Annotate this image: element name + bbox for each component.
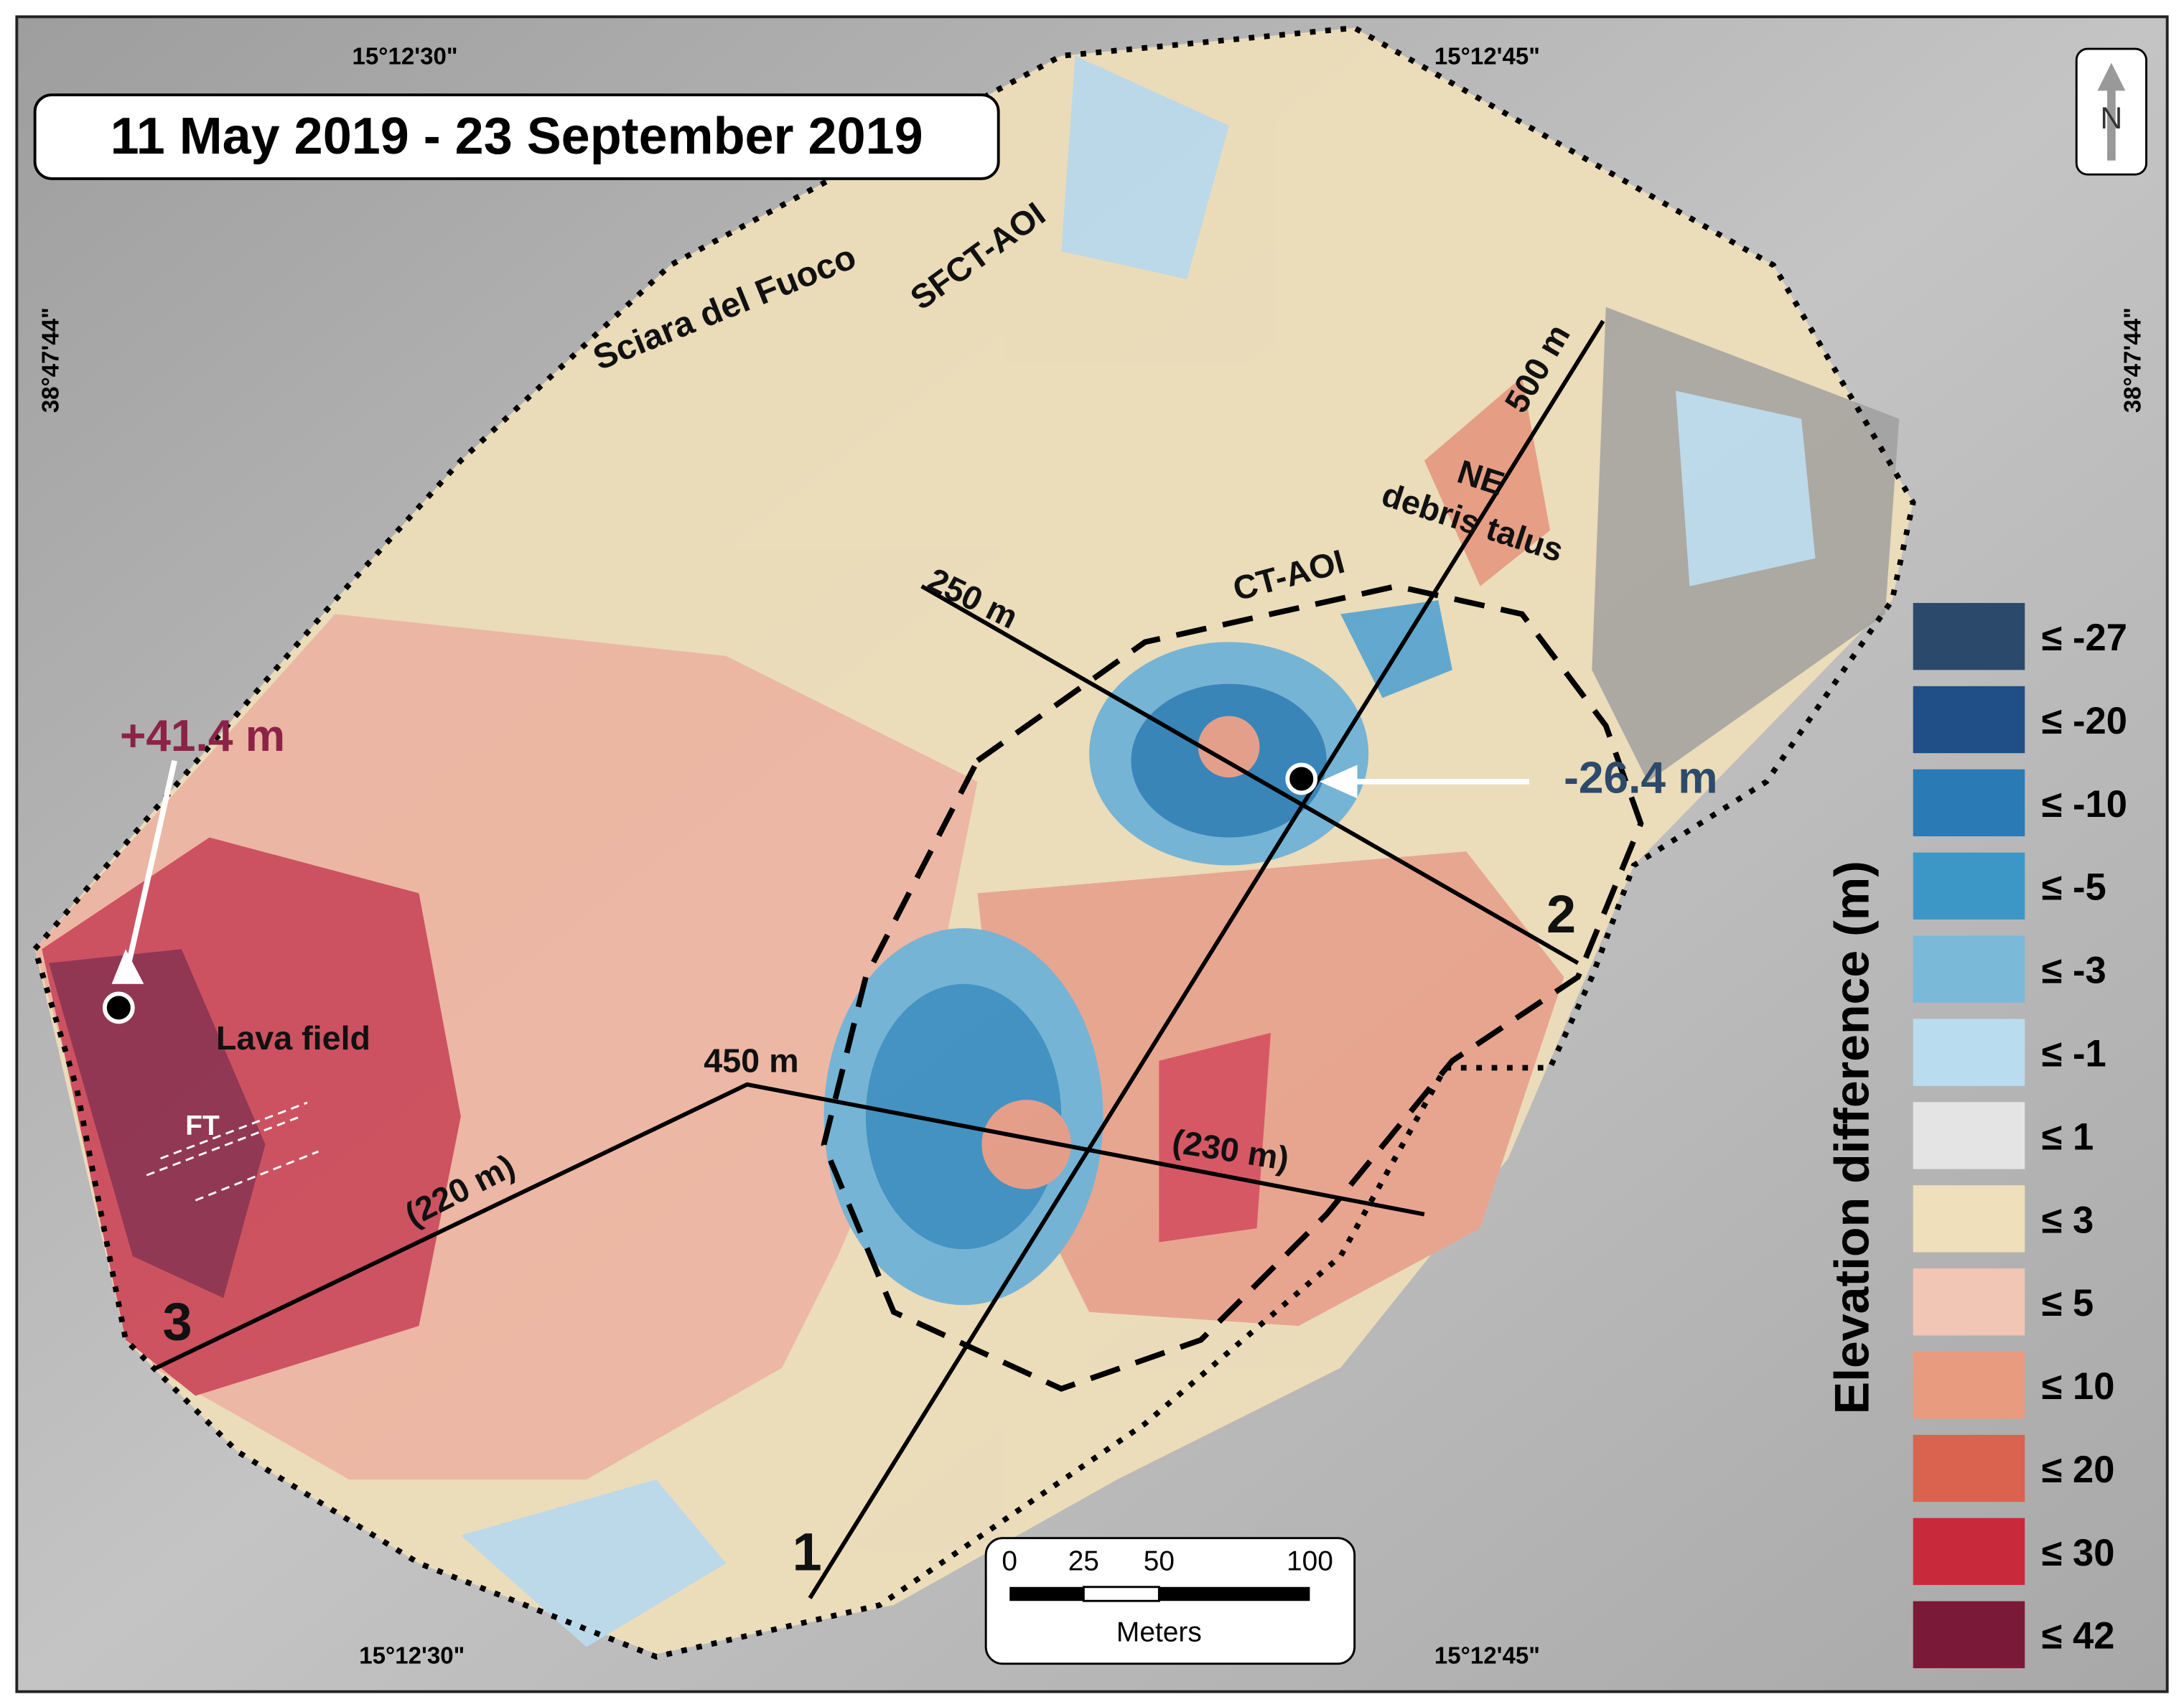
profile-number: 2 — [1546, 884, 1576, 944]
legend-label: ≤ -3 — [2042, 950, 2106, 992]
scale-bar-segment — [1082, 1586, 1160, 1602]
legend-swatch — [1913, 686, 2025, 754]
legend-label: ≤ 5 — [2042, 1282, 2094, 1324]
scale-tick-label: 100 — [1287, 1545, 1333, 1576]
legend-swatch — [1913, 1102, 2025, 1169]
north-label: N — [2100, 101, 2122, 136]
coordinate-label: 15°12'45" — [1434, 1643, 1540, 1670]
legend-swatch — [1913, 1019, 2025, 1086]
elevation-difference-surface — [34, 27, 1913, 1655]
coordinate-label: 15°12'45" — [1434, 43, 1540, 70]
legend-label: ≤ 30 — [2042, 1532, 2115, 1574]
legend-swatch — [1913, 1517, 2025, 1586]
legend-swatch — [1913, 1268, 2025, 1336]
profile-lines — [155, 319, 1605, 1599]
max-gain-label: +41.4 m — [120, 711, 285, 761]
scale-bar-segment — [1159, 1586, 1310, 1601]
legend-label: ≤ -5 — [2042, 866, 2106, 909]
legend-label: ≤ -10 — [2042, 783, 2127, 826]
scale-tick-labels: 0 25 50 100 — [1002, 1545, 1333, 1576]
coordinate-label: 38°47'44" — [38, 307, 65, 413]
north-arrow — [2097, 62, 2126, 161]
legend-swatch — [1913, 1351, 2025, 1419]
legend-label: ≤ 20 — [2042, 1449, 2115, 1491]
max-loss-label: -26.4 m — [1564, 753, 1717, 803]
coordinate-label: 15°12'30" — [359, 1643, 465, 1670]
lava-field-label: Lava field — [216, 1019, 370, 1057]
legend-swatch — [1913, 769, 2025, 837]
legend-label: ≤ 42 — [2042, 1615, 2115, 1657]
legend-label: ≤ 3 — [2042, 1199, 2094, 1241]
profile-number: 1 — [793, 1522, 822, 1581]
legend-label: ≤ -1 — [2042, 1033, 2106, 1075]
coordinate-label: 38°47'44" — [2120, 307, 2147, 413]
legend-swatch — [1913, 602, 2025, 670]
ft-lines — [146, 1101, 319, 1202]
legend-label: ≤ 1 — [2042, 1116, 2094, 1158]
scale-bar-segment — [1009, 1586, 1084, 1601]
legend-label: ≤ -27 — [2042, 617, 2127, 659]
legend-swatch — [1913, 1434, 2025, 1502]
coordinate-label: 15°12'30" — [353, 43, 458, 70]
scale-tick-label: 50 — [1144, 1545, 1175, 1576]
legend-label: ≤ 10 — [2042, 1365, 2115, 1408]
title-box — [33, 93, 1000, 180]
annotation-arrows — [102, 759, 1529, 1024]
legend: ≤ -27 ≤ -20 ≤ -10 ≤ -5 ≤ -3 ≤ -1 ≤ 1 ≤ 3 ≤ 5 ≤ 10… — [1913, 602, 2127, 1668]
legend-title: Elevation difference (m) — [1824, 861, 1879, 1414]
legend-swatch — [1913, 1601, 2025, 1668]
scale-unit: Meters — [1116, 1617, 1202, 1648]
legend-swatch — [1913, 1185, 2025, 1253]
legend-swatch — [1913, 935, 2025, 1003]
scale-tick-label: 0 — [1002, 1545, 1017, 1576]
scale-tick-label: 25 — [1068, 1545, 1099, 1576]
ct-aoi-outline — [821, 583, 1644, 1392]
legend-label: ≤ -20 — [2042, 700, 2127, 742]
legend-swatch — [1913, 852, 2025, 920]
profile-length: 450 m — [704, 1042, 798, 1079]
ft-label: FT — [185, 1110, 220, 1141]
profile-number: 3 — [162, 1292, 192, 1352]
map-title: 11 May 2019 - 23 September 2019 — [111, 108, 923, 165]
